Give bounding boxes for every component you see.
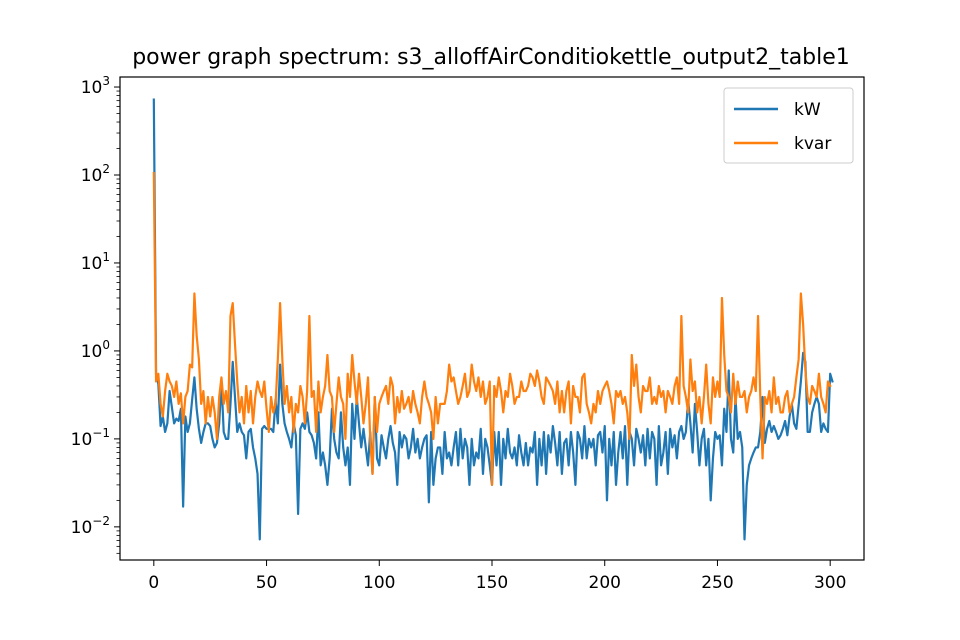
x-tick-label: 100 [363, 573, 395, 593]
x-tick-label: 200 [589, 573, 621, 593]
x-tick-label: 0 [148, 573, 159, 593]
ticks-layer: 0 50 100 150 200 250 300 10−2 10−1 100 101 102 103 [71, 74, 847, 593]
series-layer [152, 98, 834, 541]
legend: kW kvar [723, 87, 854, 164]
x-tick-label: 250 [701, 573, 733, 593]
legend-box [723, 87, 854, 164]
y-tick-label: 10−2 [71, 514, 110, 538]
x-tick-label: 50 [256, 573, 278, 593]
series-line-kvar [152, 172, 832, 486]
chart-title: power graph spectrum: s3_alloffAirCondit… [132, 45, 850, 70]
x-tick-label: 300 [814, 573, 846, 593]
y-tick-label: 101 [81, 250, 110, 274]
y-tick-label: 102 [81, 162, 110, 186]
legend-label-kvar: kvar [794, 134, 831, 154]
x-tick-label: 150 [476, 573, 508, 593]
legend-label-kW: kW [794, 100, 821, 120]
plot-frame [119, 76, 865, 561]
y-tick-label: 103 [81, 74, 110, 98]
y-tick-label: 10−1 [71, 426, 110, 450]
y-tick-label: 100 [81, 338, 110, 362]
